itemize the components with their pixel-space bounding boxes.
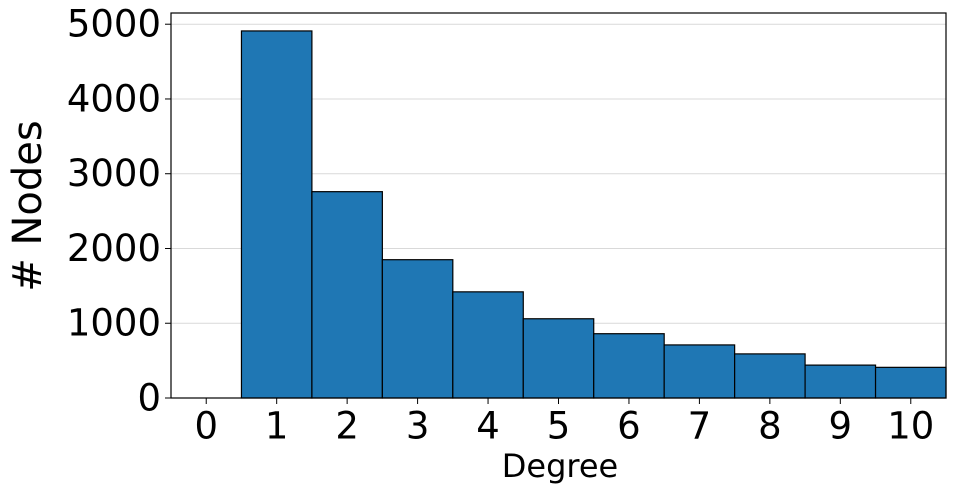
x-tick-label: 0: [194, 405, 218, 448]
bar: [593, 333, 665, 399]
bar: [874, 366, 947, 399]
y-tick-label: 0: [137, 377, 161, 420]
y-tick-label: 4000: [67, 77, 161, 120]
x-tick-label: 3: [406, 405, 430, 448]
x-tick-label: 7: [688, 405, 712, 448]
bar: [734, 353, 806, 399]
x-tick-label: 2: [335, 405, 359, 448]
x-tick-label: 4: [476, 405, 500, 448]
bar: [522, 318, 595, 399]
x-tick-label: 9: [829, 405, 853, 448]
x-tick-label: 6: [617, 405, 641, 448]
bar: [452, 291, 524, 399]
y-axis-label: # Nodes: [5, 120, 51, 291]
y-tick-label: 1000: [67, 302, 161, 345]
y-tick-label: 5000: [67, 3, 161, 46]
plot-frame: [170, 12, 947, 399]
bar: [240, 30, 313, 399]
y-tick-label: 2000: [67, 227, 161, 270]
x-tick-label: 5: [547, 405, 571, 448]
bar: [663, 344, 736, 399]
x-axis-label: Degree: [502, 447, 618, 485]
x-tick-label: 10: [887, 405, 934, 448]
bar: [311, 191, 383, 399]
bar: [804, 364, 877, 399]
x-tick-label: 8: [758, 405, 782, 448]
bar: [381, 259, 454, 399]
y-tick-label: 3000: [67, 152, 161, 195]
x-tick-label: 1: [265, 405, 289, 448]
